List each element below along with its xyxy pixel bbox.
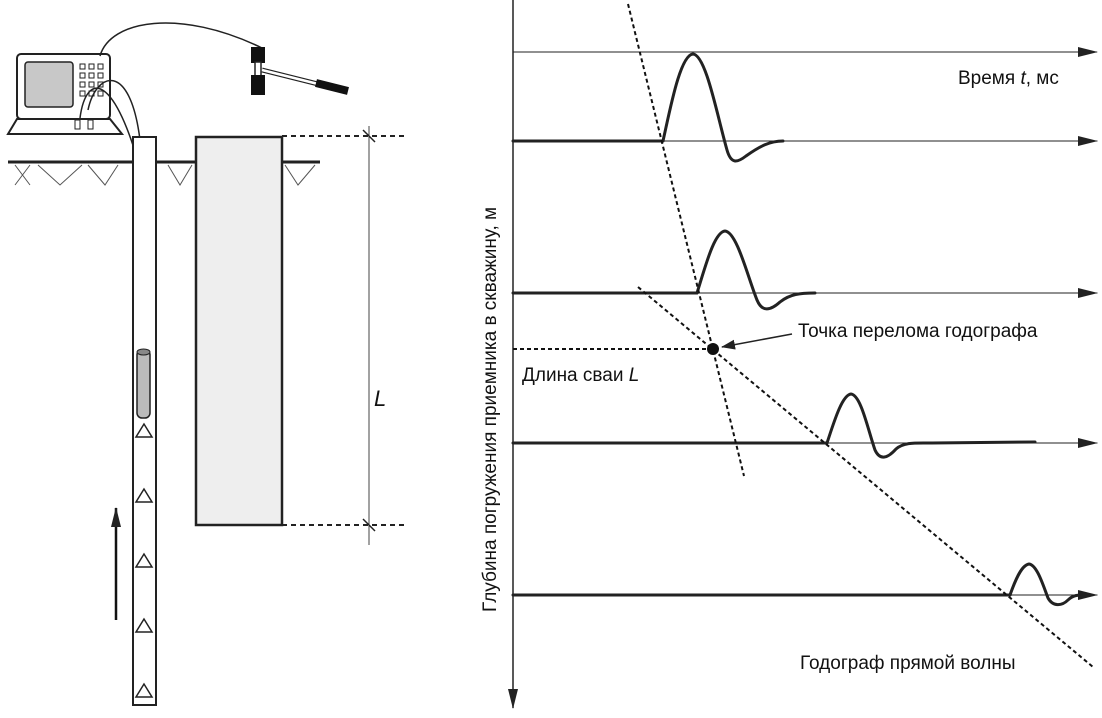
pile-length-marker: L — [374, 386, 386, 411]
laptop-icon — [6, 53, 125, 135]
trace-1 — [511, 52, 1098, 163]
break-point-label: Точка перелома годографа — [798, 321, 1038, 342]
break-point-marker — [707, 343, 719, 355]
trace-4 — [511, 562, 1098, 607]
sensor-triangle-icon — [134, 422, 154, 698]
traveltime-plot: Время t, мс Точка перелома годографа Дли… — [480, 0, 1098, 709]
break-point-pointer — [721, 333, 793, 350]
direct-wave-traveltime — [637, 286, 1094, 668]
traces — [511, 52, 1098, 607]
pile — [194, 135, 284, 527]
direct-wave-label: Годограф прямой волны — [800, 653, 1016, 674]
ground-hatching — [14, 164, 316, 186]
pile-length-label: Длина сваи L — [522, 365, 639, 386]
hammer-icon — [251, 47, 349, 95]
trace-3 — [511, 392, 1098, 459]
field-setup: L — [6, 22, 405, 706]
time-axis-label: Время t, мс — [958, 68, 1059, 89]
receiver-probe-icon — [136, 348, 151, 419]
trace-2 — [511, 229, 1098, 311]
reflected-wave-traveltime — [627, 3, 745, 477]
depth-axis-label: Глубина погружения приемника в скважину,… — [480, 207, 501, 612]
probe-cable-a — [87, 79, 141, 141]
hammer-cable — [99, 22, 263, 57]
